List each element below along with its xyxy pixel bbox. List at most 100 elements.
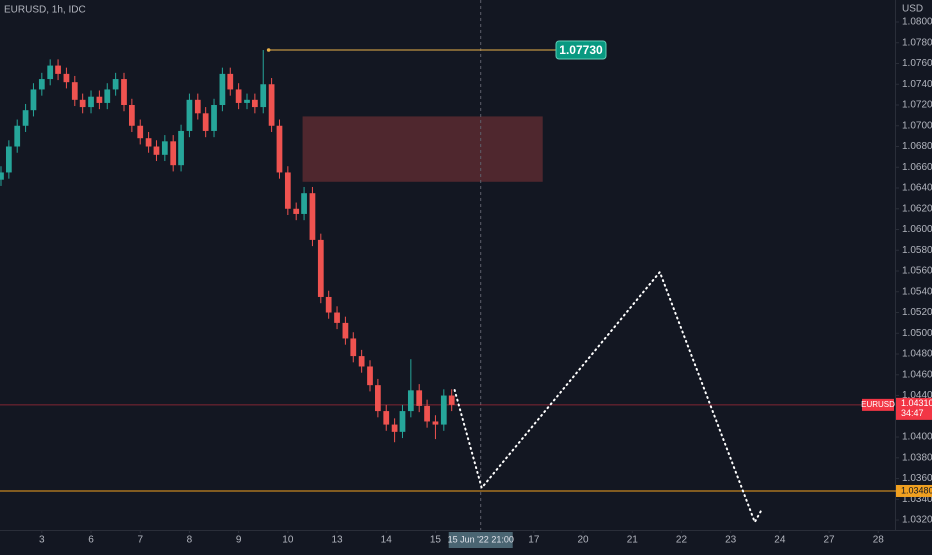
y-tick-label: 1.07200	[902, 100, 932, 111]
candle-body	[276, 125, 283, 173]
y-tick-label: 1.06600	[902, 162, 932, 173]
candle-body	[284, 172, 291, 209]
candle-body	[293, 208, 300, 214]
candle-body	[383, 411, 390, 425]
high-label-box	[555, 40, 607, 60]
y-tick-label: 1.07800	[902, 37, 932, 48]
candle-body	[63, 73, 70, 83]
y-tick-label: 1.04600	[902, 369, 932, 380]
x-tick-label: 28	[873, 535, 885, 546]
candle-body	[399, 411, 406, 432]
currency: USD	[902, 4, 923, 15]
x-tick-label: 13	[331, 535, 343, 546]
x-tick-label: 10	[282, 535, 294, 546]
symbol-label: EURUSD	[861, 400, 895, 409]
y-tick-label: 1.03600	[902, 473, 932, 484]
y-tick-label: 1.05800	[902, 245, 932, 256]
candle-body	[432, 421, 439, 425]
x-tick-label: 23	[725, 535, 737, 546]
candle-body	[260, 84, 267, 108]
candle-body	[145, 138, 152, 147]
y-tick-label: 1.03800	[902, 452, 932, 463]
y-tick-label: 1.04800	[902, 349, 932, 360]
chart-title: EURUSD, 1h, IDC	[4, 5, 86, 16]
candle-body	[367, 366, 373, 386]
projection-path	[453, 270, 763, 525]
y-tick-label: 1.06000	[902, 224, 932, 235]
candle-body	[170, 141, 177, 166]
candle-body	[325, 296, 332, 313]
candle-body	[0, 172, 4, 180]
level-label-box	[896, 484, 932, 497]
price-label-box	[896, 397, 932, 420]
candle-body	[301, 193, 307, 214]
y-tick-label: 1.06400	[902, 183, 932, 194]
candle-body	[128, 105, 135, 126]
x-tick-label: 7	[137, 535, 143, 546]
candle-body	[317, 239, 324, 297]
y-tick-label: 1.03400	[902, 494, 932, 505]
x-tick-label: 14	[381, 535, 393, 546]
candle-body	[227, 73, 234, 90]
x-tick-label: 17	[528, 535, 540, 546]
candle-body	[416, 390, 423, 406]
x-tick-label: 21	[627, 535, 639, 546]
candle-body	[211, 105, 217, 131]
candle-body	[104, 89, 111, 103]
candle-body	[96, 96, 103, 103]
candle-body	[178, 130, 184, 166]
x-tick-label: 22	[676, 535, 688, 546]
high-anchor	[266, 48, 271, 52]
candle-body	[268, 84, 275, 126]
candle-body	[5, 146, 12, 173]
x-tick-label: 27	[824, 535, 836, 546]
candle-body	[22, 110, 29, 126]
candle-body	[334, 312, 340, 323]
candle-body	[252, 99, 258, 108]
candle-body	[391, 424, 398, 432]
x-tick-label: 9	[236, 535, 242, 546]
candle-body	[440, 395, 447, 425]
y-tick-label: 1.05600	[902, 266, 932, 277]
x-tick-label: 3	[39, 535, 45, 546]
candle-body	[235, 89, 242, 103]
candle-body	[375, 385, 381, 412]
candle-body	[161, 141, 168, 155]
countdown-label: 34:47	[901, 408, 924, 418]
candle-body	[194, 99, 201, 114]
y-tick-label: 1.07600	[902, 58, 932, 69]
crosshair-label: 15 Jun '22 21:00	[448, 534, 514, 544]
y-tick-label: 1.05200	[902, 307, 932, 318]
candle-body	[202, 113, 209, 131]
symbol-label-box	[862, 398, 894, 411]
candle-body	[219, 73, 226, 106]
candle-body	[88, 96, 94, 108]
candle-body	[342, 322, 349, 339]
y-tick-label: 1.05400	[902, 286, 932, 297]
y-tick-label: 1.04400	[902, 390, 932, 401]
candle-body	[309, 193, 316, 240]
candle-body	[71, 82, 78, 100]
y-tick-label: 1.06200	[902, 203, 932, 214]
y-tick-label: 1.03200	[902, 515, 932, 526]
x-tick-label: 24	[774, 535, 786, 546]
candle-body	[358, 356, 365, 367]
x-tick-label: 20	[577, 535, 589, 546]
high-label: 1.07730	[559, 43, 603, 57]
y-tick-label: 1.06800	[902, 141, 932, 152]
candle-body	[244, 99, 250, 103]
y-tick-label: 1.04000	[902, 432, 932, 443]
candle-body	[121, 79, 127, 106]
candle-body	[112, 79, 119, 90]
candle-body	[14, 125, 21, 147]
candle-body	[424, 405, 430, 422]
candle-body	[448, 395, 455, 405]
candle-body	[153, 146, 160, 155]
x-tick-label: 6	[88, 535, 94, 546]
x-tick-label: 15	[430, 535, 442, 546]
candle-body	[30, 89, 37, 111]
price-label: 1.04310	[901, 398, 932, 408]
candle-body	[407, 390, 414, 412]
